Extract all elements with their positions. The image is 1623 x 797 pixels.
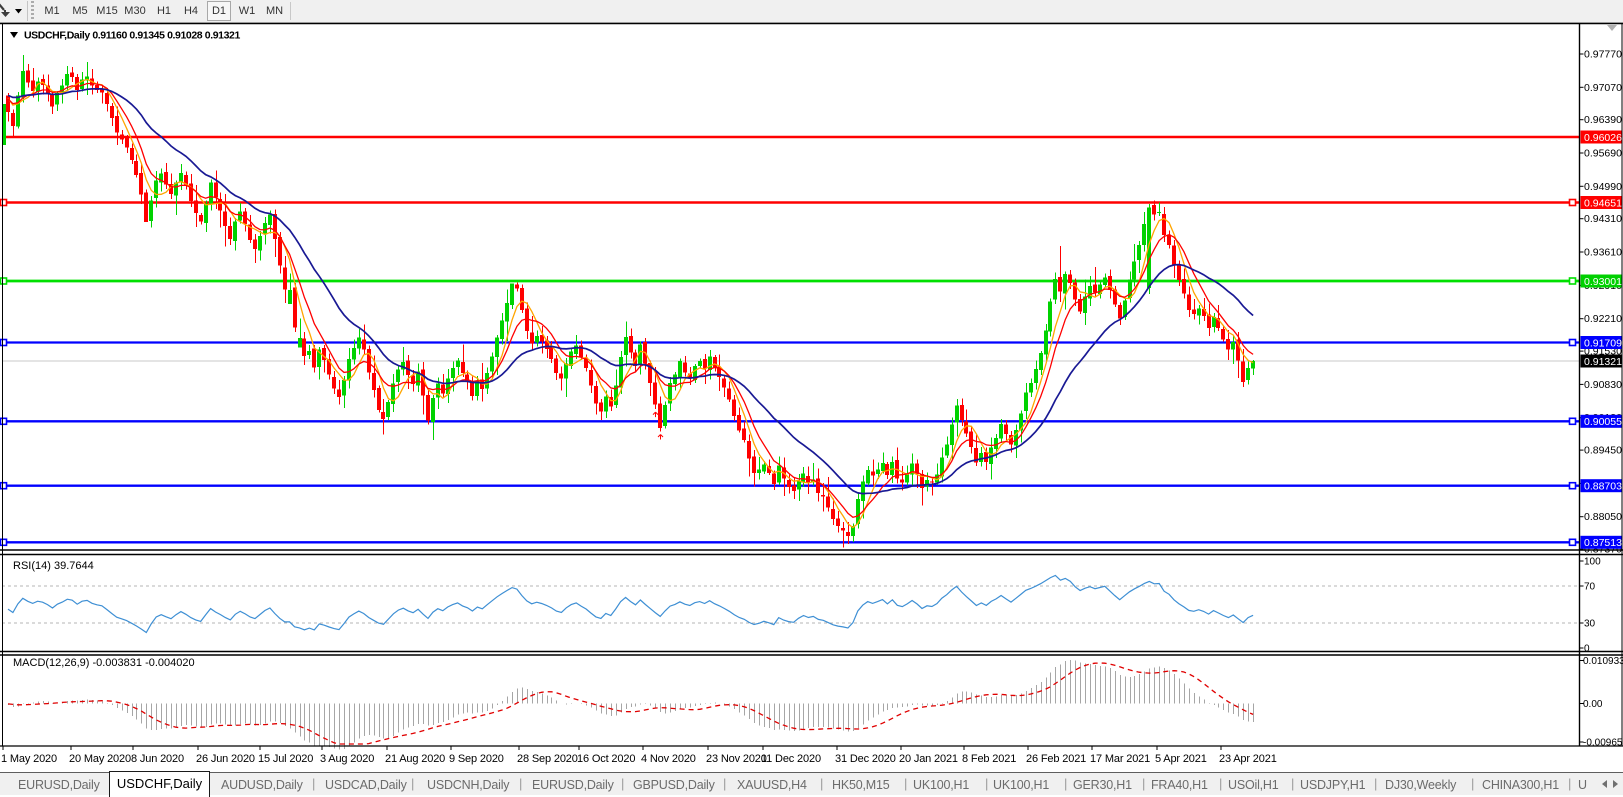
svg-text:100: 100 <box>1584 557 1601 568</box>
svg-text:0.88050: 0.88050 <box>1584 511 1622 523</box>
svg-text:USDCHF,Daily 0.91160 0.91345: USDCHF,Daily 0.91160 0.91345 0.91028 0.9… <box>24 30 240 42</box>
svg-text:0.97770: 0.97770 <box>1584 49 1622 61</box>
svg-text:8 Feb 2021: 8 Feb 2021 <box>962 753 1016 765</box>
svg-text:0.96026: 0.96026 <box>1584 132 1622 144</box>
svg-text:15 Jul 2020: 15 Jul 2020 <box>258 753 313 765</box>
svg-text:17 Mar 2021: 17 Mar 2021 <box>1090 753 1150 765</box>
svg-text:5 Apr 2021: 5 Apr 2021 <box>1155 753 1207 765</box>
svg-text:-0.009653: -0.009653 <box>1583 738 1623 749</box>
svg-text:0.97070: 0.97070 <box>1584 82 1622 94</box>
svg-text:20 May 2020: 20 May 2020 <box>69 753 131 765</box>
svg-text:3 Aug 2020: 3 Aug 2020 <box>320 753 374 765</box>
svg-text:23 Nov 2020: 23 Nov 2020 <box>706 753 767 765</box>
svg-text:28 Sep 2020: 28 Sep 2020 <box>517 753 578 765</box>
svg-text:30: 30 <box>1584 619 1596 630</box>
svg-text:9 Sep 2020: 9 Sep 2020 <box>449 753 504 765</box>
svg-text:21 Aug 2020: 21 Aug 2020 <box>385 753 445 765</box>
svg-text:0.93610: 0.93610 <box>1584 247 1622 259</box>
svg-text:0.91709: 0.91709 <box>1584 337 1622 349</box>
svg-text:0.91321: 0.91321 <box>1584 356 1622 368</box>
svg-text:0.90830: 0.90830 <box>1584 379 1622 391</box>
svg-text:0.00: 0.00 <box>1583 699 1603 710</box>
svg-text:0.89450: 0.89450 <box>1584 445 1622 457</box>
svg-text:0.94990: 0.94990 <box>1584 181 1622 193</box>
svg-text:70: 70 <box>1584 582 1596 593</box>
svg-text:16 Oct 2020: 16 Oct 2020 <box>577 753 635 765</box>
svg-text:26 Jun 2020: 26 Jun 2020 <box>196 753 255 765</box>
svg-text:8 Jun 2020: 8 Jun 2020 <box>131 753 184 765</box>
svg-text:0.010933: 0.010933 <box>1583 656 1623 667</box>
svg-text:31 Dec 2020: 31 Dec 2020 <box>835 753 896 765</box>
svg-text:RSI(14) 39.7644: RSI(14) 39.7644 <box>13 560 94 572</box>
svg-text:0.92210: 0.92210 <box>1584 313 1622 325</box>
svg-text:0.95690: 0.95690 <box>1584 148 1622 160</box>
svg-text:0.90055: 0.90055 <box>1584 416 1622 428</box>
svg-text:20 Jan 2021: 20 Jan 2021 <box>899 753 958 765</box>
svg-text:0.88703: 0.88703 <box>1584 481 1622 493</box>
svg-text:0.96390: 0.96390 <box>1584 114 1622 126</box>
svg-text:26 Feb 2021: 26 Feb 2021 <box>1026 753 1086 765</box>
svg-text:23 Apr 2021: 23 Apr 2021 <box>1219 753 1277 765</box>
svg-text:11 Dec 2020: 11 Dec 2020 <box>761 753 821 765</box>
svg-text:MACD(12,26,9) -0.003831 -0.004: MACD(12,26,9) -0.003831 -0.004020 <box>13 657 195 669</box>
svg-text:0.94310: 0.94310 <box>1584 213 1622 225</box>
svg-text:1 May 2020: 1 May 2020 <box>1 753 57 765</box>
svg-text:0: 0 <box>1584 644 1590 655</box>
svg-text:4 Nov 2020: 4 Nov 2020 <box>641 753 696 765</box>
svg-text:0.93001: 0.93001 <box>1584 276 1622 288</box>
svg-text:0.87513: 0.87513 <box>1584 537 1622 549</box>
svg-text:0.94651: 0.94651 <box>1584 197 1622 209</box>
